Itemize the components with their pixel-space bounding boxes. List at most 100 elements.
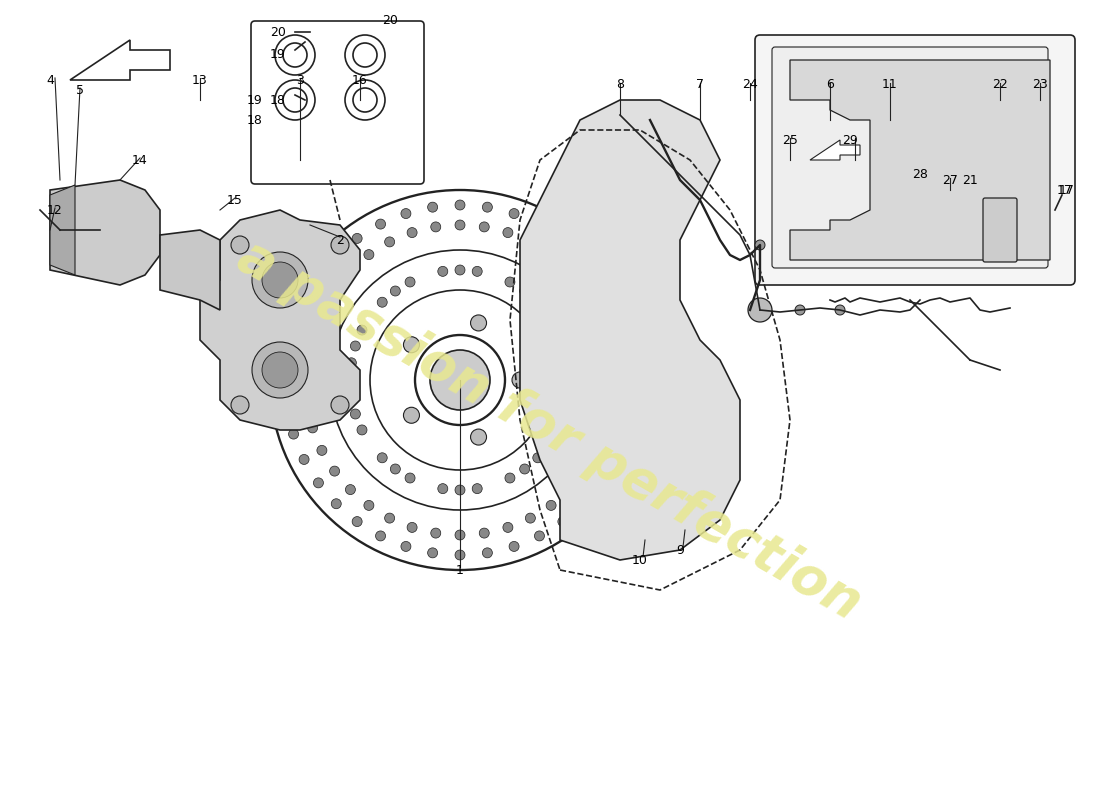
- Circle shape: [483, 202, 493, 212]
- Circle shape: [553, 425, 563, 435]
- Circle shape: [509, 542, 519, 551]
- Circle shape: [317, 446, 327, 455]
- Text: 7: 7: [696, 78, 704, 91]
- Circle shape: [407, 227, 417, 238]
- Circle shape: [358, 425, 367, 435]
- Circle shape: [377, 298, 387, 307]
- Circle shape: [345, 485, 355, 494]
- Circle shape: [400, 209, 411, 218]
- Circle shape: [526, 513, 536, 523]
- Circle shape: [346, 358, 356, 368]
- Text: 24: 24: [742, 78, 758, 91]
- Text: 5: 5: [76, 83, 84, 97]
- Circle shape: [628, 402, 638, 412]
- Circle shape: [283, 402, 293, 412]
- Text: 25: 25: [782, 134, 797, 146]
- Circle shape: [509, 209, 519, 218]
- Circle shape: [308, 327, 318, 337]
- Circle shape: [331, 251, 341, 262]
- Circle shape: [404, 407, 419, 423]
- Circle shape: [483, 548, 493, 558]
- Circle shape: [505, 473, 515, 483]
- Circle shape: [455, 550, 465, 560]
- Circle shape: [390, 464, 400, 474]
- Text: 17: 17: [1057, 183, 1072, 197]
- Circle shape: [593, 305, 603, 314]
- Circle shape: [564, 266, 574, 275]
- Circle shape: [546, 250, 557, 260]
- Text: 4: 4: [46, 74, 54, 86]
- Circle shape: [471, 315, 486, 331]
- Text: 28: 28: [912, 169, 928, 182]
- FancyBboxPatch shape: [772, 47, 1048, 268]
- Circle shape: [532, 298, 542, 307]
- Circle shape: [428, 202, 438, 212]
- Circle shape: [231, 396, 249, 414]
- Polygon shape: [520, 100, 740, 560]
- Circle shape: [596, 478, 606, 488]
- Circle shape: [438, 266, 448, 276]
- Polygon shape: [70, 40, 170, 80]
- Circle shape: [364, 250, 374, 260]
- Circle shape: [519, 464, 530, 474]
- Circle shape: [375, 531, 386, 541]
- Circle shape: [608, 350, 618, 361]
- Circle shape: [503, 522, 513, 533]
- FancyBboxPatch shape: [983, 198, 1018, 262]
- Circle shape: [835, 305, 845, 315]
- Circle shape: [610, 295, 620, 306]
- Circle shape: [331, 236, 349, 254]
- Circle shape: [608, 399, 618, 410]
- Circle shape: [563, 392, 573, 402]
- Circle shape: [352, 517, 362, 526]
- Text: 23: 23: [1032, 78, 1048, 91]
- Text: 22: 22: [992, 78, 1008, 91]
- Circle shape: [385, 237, 395, 247]
- Polygon shape: [810, 140, 860, 160]
- Text: 10: 10: [632, 554, 648, 566]
- Circle shape: [301, 399, 312, 410]
- Polygon shape: [790, 60, 1050, 260]
- Circle shape: [553, 325, 563, 335]
- Text: 18: 18: [248, 114, 263, 126]
- Circle shape: [299, 454, 309, 465]
- Circle shape: [564, 485, 574, 494]
- Circle shape: [358, 325, 367, 335]
- Circle shape: [480, 528, 490, 538]
- Circle shape: [300, 375, 310, 385]
- Circle shape: [375, 219, 386, 229]
- FancyBboxPatch shape: [251, 21, 424, 184]
- Circle shape: [428, 548, 438, 558]
- Circle shape: [280, 375, 290, 385]
- Circle shape: [345, 266, 355, 275]
- Circle shape: [596, 272, 606, 282]
- Circle shape: [455, 530, 465, 540]
- Circle shape: [352, 234, 362, 243]
- Circle shape: [535, 531, 544, 541]
- Circle shape: [610, 454, 620, 465]
- Circle shape: [795, 305, 805, 315]
- Circle shape: [455, 220, 465, 230]
- Circle shape: [748, 298, 772, 322]
- Circle shape: [455, 265, 465, 275]
- Polygon shape: [50, 180, 160, 285]
- Circle shape: [603, 327, 613, 337]
- Circle shape: [299, 295, 309, 306]
- Circle shape: [407, 522, 417, 533]
- Circle shape: [252, 252, 308, 308]
- Circle shape: [252, 342, 308, 398]
- Circle shape: [431, 528, 441, 538]
- Circle shape: [581, 466, 591, 476]
- Text: 19: 19: [271, 49, 286, 62]
- Circle shape: [283, 348, 293, 358]
- Circle shape: [581, 284, 591, 294]
- Text: 19: 19: [248, 94, 263, 106]
- Circle shape: [503, 227, 513, 238]
- Circle shape: [579, 251, 588, 262]
- Circle shape: [231, 236, 249, 254]
- Circle shape: [390, 286, 400, 296]
- Text: 20: 20: [271, 26, 286, 38]
- Circle shape: [755, 240, 764, 250]
- Circle shape: [472, 266, 482, 276]
- Circle shape: [317, 305, 327, 314]
